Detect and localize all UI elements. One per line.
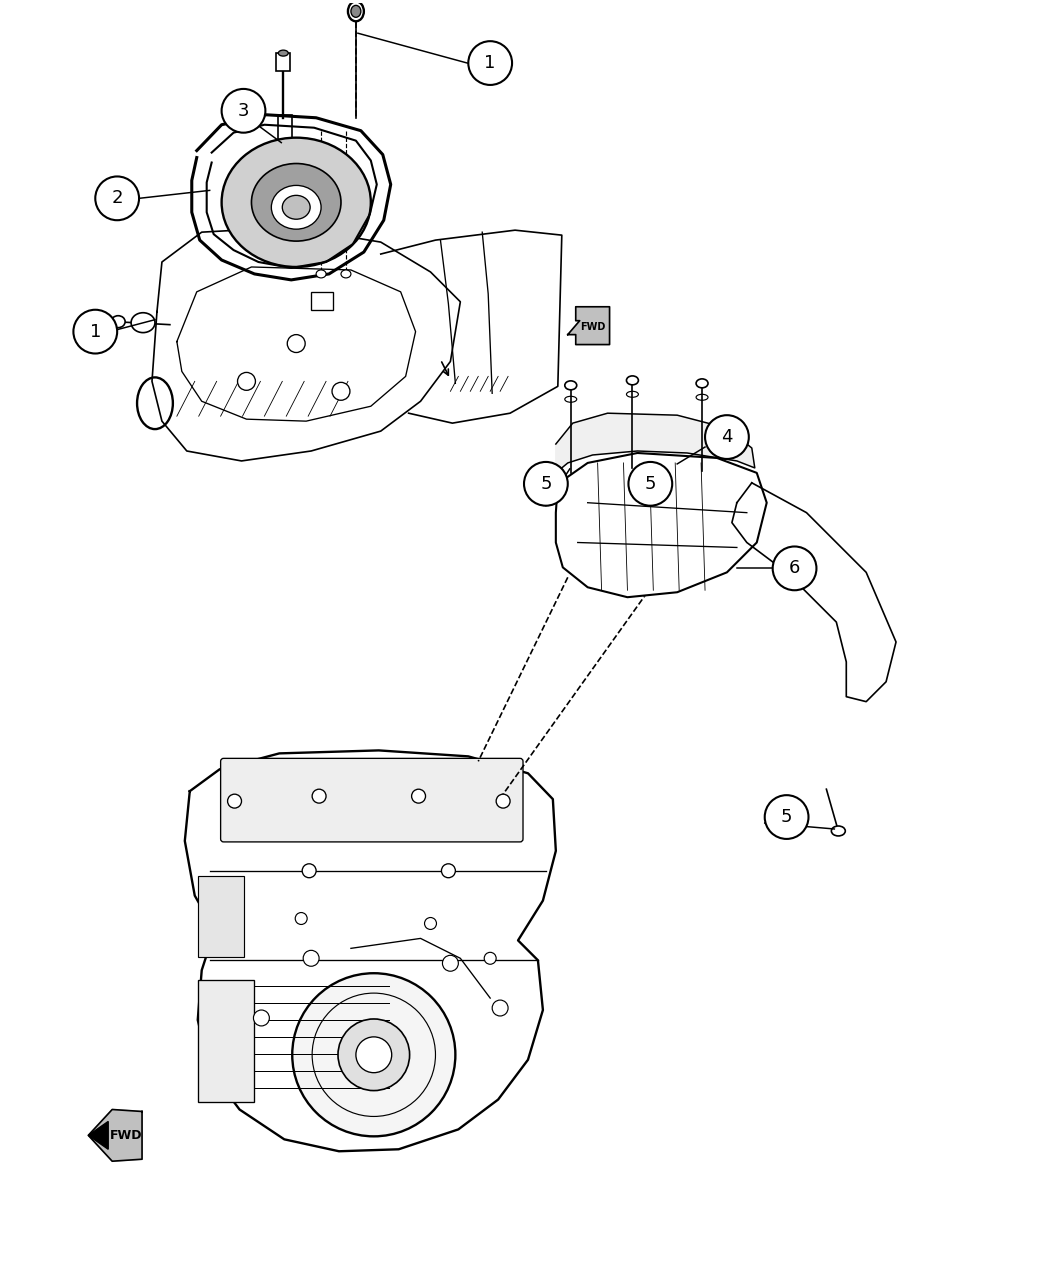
Ellipse shape: [222, 138, 371, 266]
Ellipse shape: [111, 316, 125, 328]
Text: 5: 5: [540, 474, 551, 493]
Circle shape: [222, 89, 266, 133]
Text: 5: 5: [645, 474, 656, 493]
Bar: [197, 980, 254, 1102]
Bar: [197, 876, 245, 958]
Circle shape: [764, 796, 808, 839]
Ellipse shape: [351, 5, 361, 18]
Circle shape: [228, 794, 242, 808]
Polygon shape: [152, 227, 460, 462]
Text: 1: 1: [89, 323, 101, 340]
Text: 1: 1: [484, 54, 496, 73]
Circle shape: [629, 462, 672, 506]
Circle shape: [484, 952, 497, 964]
Circle shape: [288, 334, 306, 352]
Text: 5: 5: [781, 808, 793, 826]
Circle shape: [74, 310, 118, 353]
Ellipse shape: [316, 270, 327, 278]
Ellipse shape: [565, 381, 576, 390]
Text: 2: 2: [111, 189, 123, 208]
Circle shape: [424, 918, 437, 929]
Circle shape: [237, 372, 255, 390]
Circle shape: [356, 1037, 392, 1072]
Ellipse shape: [251, 163, 341, 241]
Ellipse shape: [348, 1, 364, 22]
Polygon shape: [568, 307, 610, 344]
Polygon shape: [185, 751, 555, 1151]
Ellipse shape: [278, 50, 289, 56]
Ellipse shape: [627, 376, 638, 385]
Circle shape: [773, 547, 817, 590]
Text: 6: 6: [789, 560, 800, 578]
Circle shape: [332, 382, 350, 400]
Circle shape: [705, 416, 749, 459]
Text: FWD: FWD: [580, 321, 606, 332]
Text: 4: 4: [721, 428, 733, 446]
Bar: [276, 54, 290, 71]
Circle shape: [524, 462, 568, 506]
Circle shape: [338, 1019, 410, 1090]
Circle shape: [312, 789, 327, 803]
Circle shape: [96, 176, 139, 221]
Bar: [278, 115, 292, 143]
Circle shape: [497, 794, 510, 808]
Circle shape: [253, 1010, 270, 1026]
Text: 3: 3: [237, 102, 249, 120]
Ellipse shape: [696, 379, 708, 388]
Polygon shape: [555, 413, 755, 473]
Circle shape: [302, 863, 316, 877]
Circle shape: [468, 41, 512, 85]
Bar: [311, 292, 333, 310]
Ellipse shape: [341, 270, 351, 278]
Circle shape: [303, 950, 319, 966]
Circle shape: [295, 913, 308, 924]
Polygon shape: [88, 1122, 108, 1149]
Ellipse shape: [282, 195, 310, 219]
Circle shape: [412, 789, 425, 803]
Ellipse shape: [832, 826, 845, 836]
Ellipse shape: [131, 312, 155, 333]
Circle shape: [442, 955, 459, 972]
Circle shape: [441, 863, 456, 877]
Circle shape: [492, 1000, 508, 1016]
Text: FWD: FWD: [110, 1128, 143, 1142]
Polygon shape: [555, 453, 766, 597]
Polygon shape: [88, 1109, 142, 1162]
Circle shape: [292, 973, 456, 1136]
Ellipse shape: [271, 185, 321, 230]
FancyBboxPatch shape: [220, 759, 523, 842]
